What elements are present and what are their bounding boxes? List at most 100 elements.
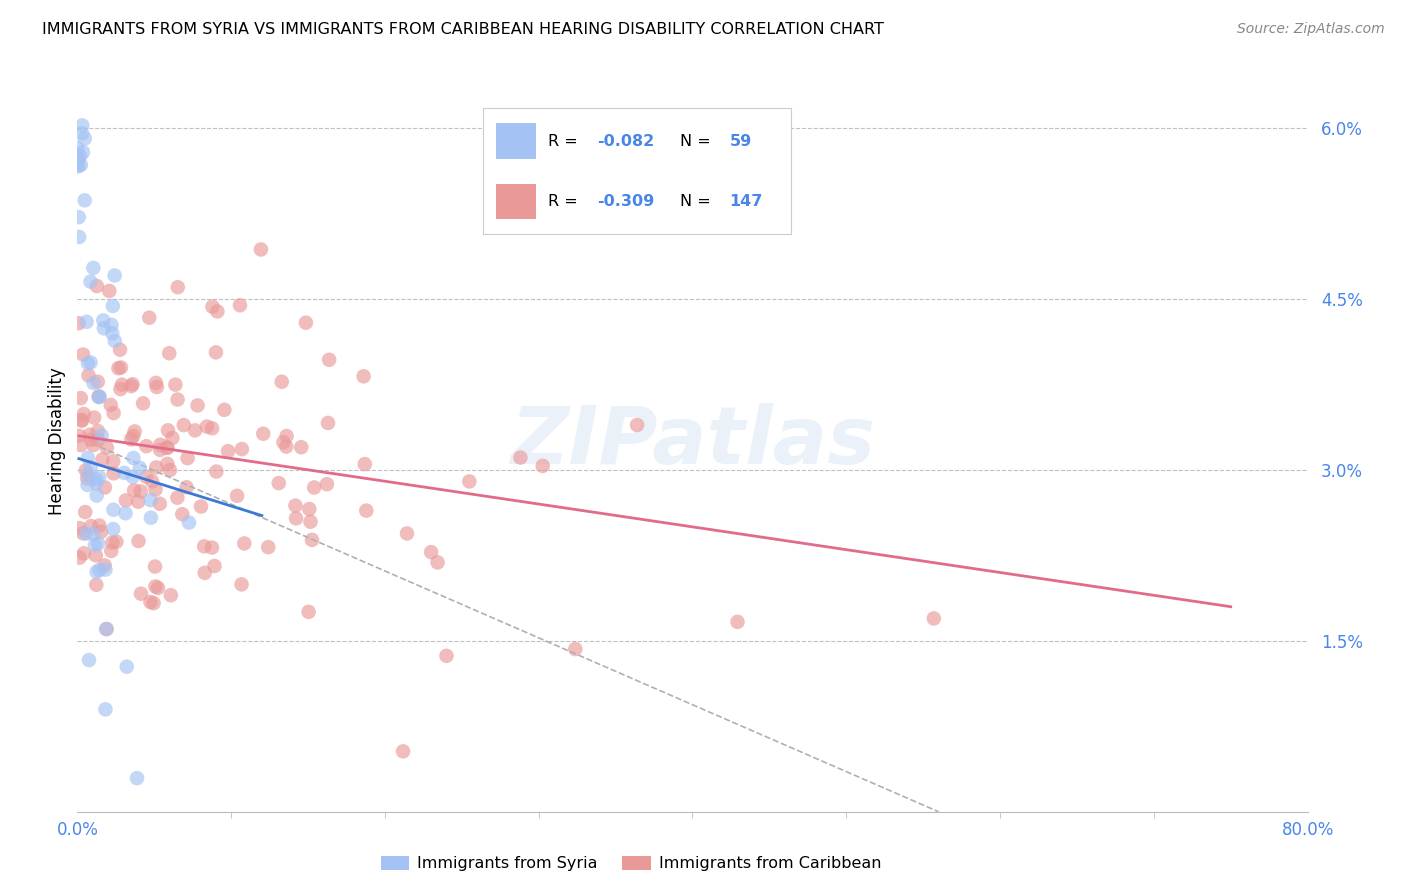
Point (70, 119, 93, 133)
Point (149, 442, 172, 457)
Point (129, 587, 152, 601)
Point (194, 566, 217, 580)
Point (98, 284, 121, 298)
Point (70, 413, 93, 427)
Point (270, 375, 292, 389)
Point (110, 360, 132, 375)
Point (276, 429, 298, 443)
Point (73, 546, 96, 560)
Point (104, 268, 127, 283)
Point (101, 326, 124, 341)
Point (107, 361, 129, 376)
Point (66, 158, 89, 172)
Point (91, 452, 114, 467)
Point (135, 469, 157, 483)
Point (564, 642, 586, 657)
Point (193, 540, 215, 554)
Point (132, 396, 155, 410)
Point (80, 459, 103, 474)
Point (87, 536, 110, 550)
Point (72, 145, 94, 160)
Point (101, 299, 124, 313)
Point (298, 502, 321, 516)
Point (184, 424, 207, 438)
Point (86, 472, 108, 486)
Point (70, 158, 93, 172)
Point (84, 578, 107, 592)
Point (395, 526, 418, 541)
Point (195, 419, 218, 434)
Point (201, 421, 224, 435)
Point (83, 410, 105, 425)
Point (233, 536, 256, 550)
Point (100, 318, 122, 332)
Point (290, 440, 312, 454)
Point (122, 429, 145, 443)
Point (76, 478, 98, 492)
Point (91, 313, 114, 327)
Point (165, 377, 187, 392)
Point (257, 540, 280, 554)
Point (84, 538, 107, 552)
Point (316, 416, 339, 430)
Point (139, 493, 162, 508)
Point (156, 457, 179, 471)
Point (112, 466, 135, 480)
Point (173, 418, 195, 433)
Point (217, 444, 239, 458)
Point (285, 511, 308, 525)
Point (299, 515, 322, 529)
Point (205, 465, 228, 479)
Point (86, 279, 108, 293)
Point (207, 304, 229, 318)
Point (159, 463, 181, 477)
Point (67, 230, 90, 244)
Point (96, 441, 118, 455)
Point (138, 310, 160, 325)
Point (103, 467, 125, 481)
Point (115, 659, 138, 673)
Point (149, 438, 172, 452)
Point (727, 615, 749, 629)
Point (156, 441, 179, 455)
Point (89, 470, 111, 484)
Point (145, 376, 167, 390)
Point (176, 480, 198, 494)
Point (231, 442, 253, 456)
Point (128, 461, 150, 475)
Point (76, 471, 98, 485)
Point (87, 433, 110, 447)
Point (103, 522, 125, 536)
Point (157, 346, 180, 360)
Point (89, 390, 111, 404)
Point (356, 503, 378, 517)
Point (316, 477, 339, 491)
Point (86, 565, 108, 579)
Point (69, 521, 91, 535)
Point (214, 402, 236, 417)
Point (94, 480, 117, 494)
Point (353, 369, 375, 384)
Point (101, 535, 124, 549)
Point (94, 622, 117, 636)
Point (124, 425, 146, 439)
Point (205, 345, 228, 359)
Point (121, 377, 143, 392)
Point (108, 343, 131, 357)
Point (73, 194, 96, 208)
Point (67, 210, 90, 224)
Point (284, 499, 307, 513)
Point (76, 450, 98, 465)
Point (66, 141, 89, 155)
Point (77, 368, 100, 383)
Point (75, 463, 97, 477)
Point (79, 355, 101, 369)
Point (86, 476, 108, 491)
Point (420, 545, 443, 559)
Text: Source: ZipAtlas.com: Source: ZipAtlas.com (1237, 22, 1385, 37)
Point (122, 483, 145, 498)
Point (69, 391, 91, 405)
Point (69, 149, 91, 163)
Y-axis label: Hearing Disability: Hearing Disability (48, 368, 66, 516)
Point (96, 622, 118, 636)
